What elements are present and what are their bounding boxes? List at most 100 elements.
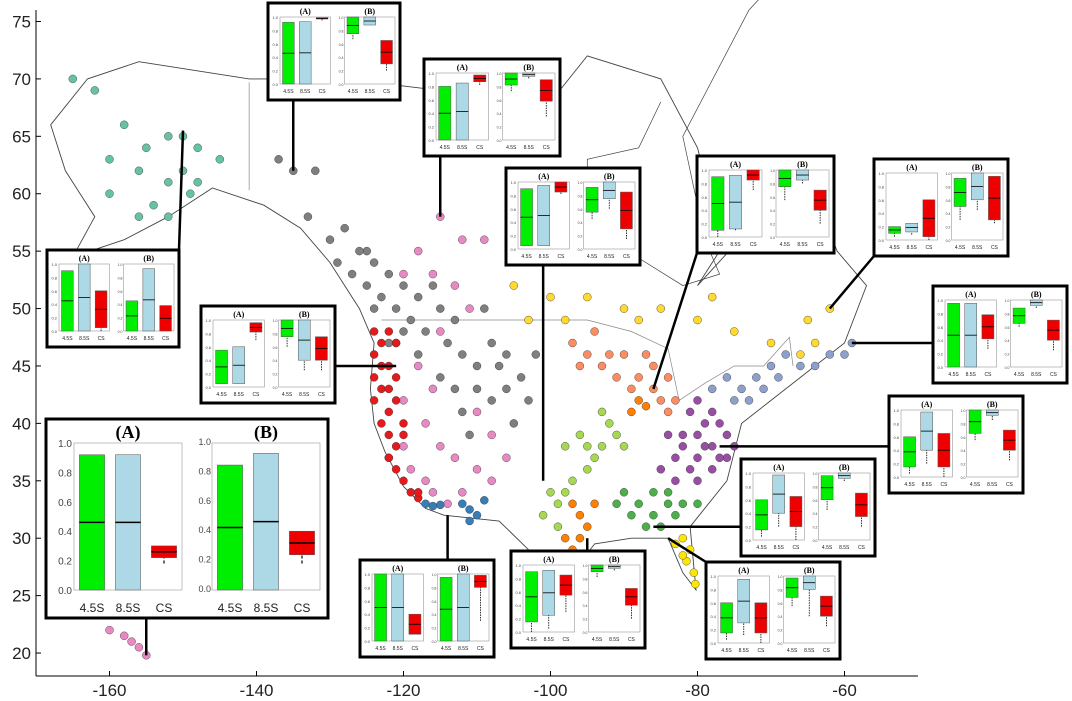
inset-y-tick-label: 0.8 — [58, 468, 72, 479]
inset-y-tick-label: 0.2 — [893, 462, 899, 467]
inset-y-tick-label: 1.0 — [701, 168, 707, 173]
y-tick-label: 75 — [12, 12, 31, 31]
inset-y-tick-label: 0.4 — [273, 359, 278, 363]
inset-y-tick-label: 0.2 — [364, 626, 370, 631]
inset-y-tick-label: 0.2 — [428, 125, 434, 130]
inset-panel-title: (A) — [921, 400, 932, 409]
inset-y-tick-label: 1.0 — [510, 180, 516, 185]
station-point — [465, 516, 474, 526]
inset-x-tick-label: CS — [294, 601, 311, 615]
station-point — [369, 350, 379, 359]
inset-leader-line — [667, 537, 707, 564]
station-point — [612, 373, 621, 382]
station-point — [399, 419, 408, 428]
station-point — [781, 350, 790, 359]
inset-x-tick-label: 4.5S — [218, 601, 243, 615]
inset-x-tick-label: 4.5S — [216, 392, 227, 398]
inset-x-tick-label: CS — [792, 545, 800, 551]
station-point — [362, 246, 371, 256]
station-point — [649, 488, 658, 497]
inset-y-tick-label: 0.6 — [272, 42, 278, 47]
boxplot-inset: (A) 0.0 0.2 0.4 0.6 0.8 1.0 4.5S 8.5S CS (B) 0.0 0.2… — [695, 154, 836, 255]
station-point — [634, 373, 643, 382]
station-point — [810, 361, 820, 371]
boxplot-inset: (A) 0.0 0.2 0.4 0.6 0.8 1.0 4.5S 8.5S CS (B) 0.0 0.2… — [199, 304, 337, 405]
inset-y-tick-label: 0.0 — [878, 238, 884, 243]
station-point — [605, 350, 614, 359]
inset-y-tick-label: 0.0 — [198, 584, 211, 594]
station-point — [715, 419, 724, 428]
station-point — [369, 304, 379, 313]
station-point — [443, 338, 452, 348]
station-point — [722, 373, 732, 382]
inset-y-tick-label: 0.6 — [578, 208, 583, 212]
station-point — [663, 373, 673, 382]
inset-y-tick-label: 0.0 — [272, 82, 278, 87]
inset-y-tick-label: 0.0 — [118, 330, 123, 334]
x-tick-label: -140 — [239, 681, 273, 700]
station-point — [759, 384, 768, 394]
inset-y-tick-label: 0.2 — [583, 618, 588, 622]
station-point — [634, 499, 643, 508]
station-point — [340, 223, 349, 233]
boxplot-inset: (A) 0.0 0.2 0.4 0.6 0.8 1.0 4.5S 8.5S CS (B) 0.0 0.2… — [931, 284, 1069, 385]
station-point — [561, 315, 570, 325]
station-point — [406, 315, 415, 325]
station-point — [436, 304, 445, 313]
station-point — [406, 465, 415, 474]
inset-y-tick-label: 0.8 — [778, 588, 783, 592]
station-point — [744, 396, 754, 405]
station-point — [465, 304, 474, 313]
station-point — [553, 522, 563, 531]
station-point — [825, 350, 834, 359]
inset-y-tick-label: 1.0 — [205, 318, 211, 323]
station-point — [766, 338, 776, 348]
station-point — [399, 269, 408, 279]
inset-y-tick-label: 0.4 — [51, 302, 57, 307]
station-point — [597, 442, 607, 451]
inset-x-tick-label: 8.5S — [1031, 372, 1042, 378]
station-point — [391, 304, 401, 313]
station-point — [597, 407, 607, 417]
inset-x-tick-label: CS — [156, 601, 173, 615]
inset-y-tick-label: 0.6 — [51, 289, 57, 294]
inset-y-tick-label: 0.2 — [961, 463, 966, 467]
inset-y-tick-label: 1.0 — [1005, 299, 1010, 303]
station-point — [722, 453, 732, 462]
inset-y-tick-label: 0.2 — [515, 617, 521, 622]
station-point — [656, 465, 665, 474]
station-point — [487, 338, 496, 348]
inset-y-tick-label: 0.6 — [745, 498, 751, 503]
station-point — [149, 200, 158, 210]
inset-x-tick-label: 8.5S — [144, 336, 155, 342]
station-point — [553, 499, 563, 508]
station-point — [516, 373, 526, 382]
inset-x-tick-label: 4.5S — [587, 254, 598, 260]
inset-x-tick-label: 8.5S — [116, 601, 141, 615]
station-point — [583, 442, 592, 451]
inset-y-tick-label: 0.0 — [428, 138, 434, 143]
inset-x-tick-label: CS — [823, 648, 831, 654]
station-point — [693, 396, 702, 405]
inset-x-tick-label: 4.5S — [955, 245, 966, 251]
inset-x-tick-label: 4.5S — [506, 145, 517, 151]
inset-x-tick-label: CS — [162, 336, 170, 342]
station-point — [355, 246, 364, 256]
inset-panel-title: (B) — [458, 564, 469, 573]
inset-y-tick-label: 0.8 — [364, 585, 370, 590]
inset-x-tick-label: CS — [1006, 482, 1014, 488]
inset-y-tick-label: 0.4 — [778, 615, 783, 619]
station-point — [568, 499, 577, 508]
station-point — [384, 338, 393, 348]
inset-y-tick-label: 1.0 — [432, 573, 437, 577]
inset-x-tick-label: CS — [557, 254, 565, 260]
inset-y-tick-label: 0.6 — [961, 436, 966, 440]
inset-leader-lines — [145, 100, 933, 656]
station-point — [399, 430, 408, 440]
inset-x-tick-label: 8.5S — [730, 242, 741, 248]
station-point — [436, 442, 445, 451]
inset-panel-title: (B) — [804, 566, 815, 575]
station-point — [678, 499, 687, 508]
station-point — [612, 430, 621, 440]
inset-panel-title: (A) — [457, 63, 468, 72]
